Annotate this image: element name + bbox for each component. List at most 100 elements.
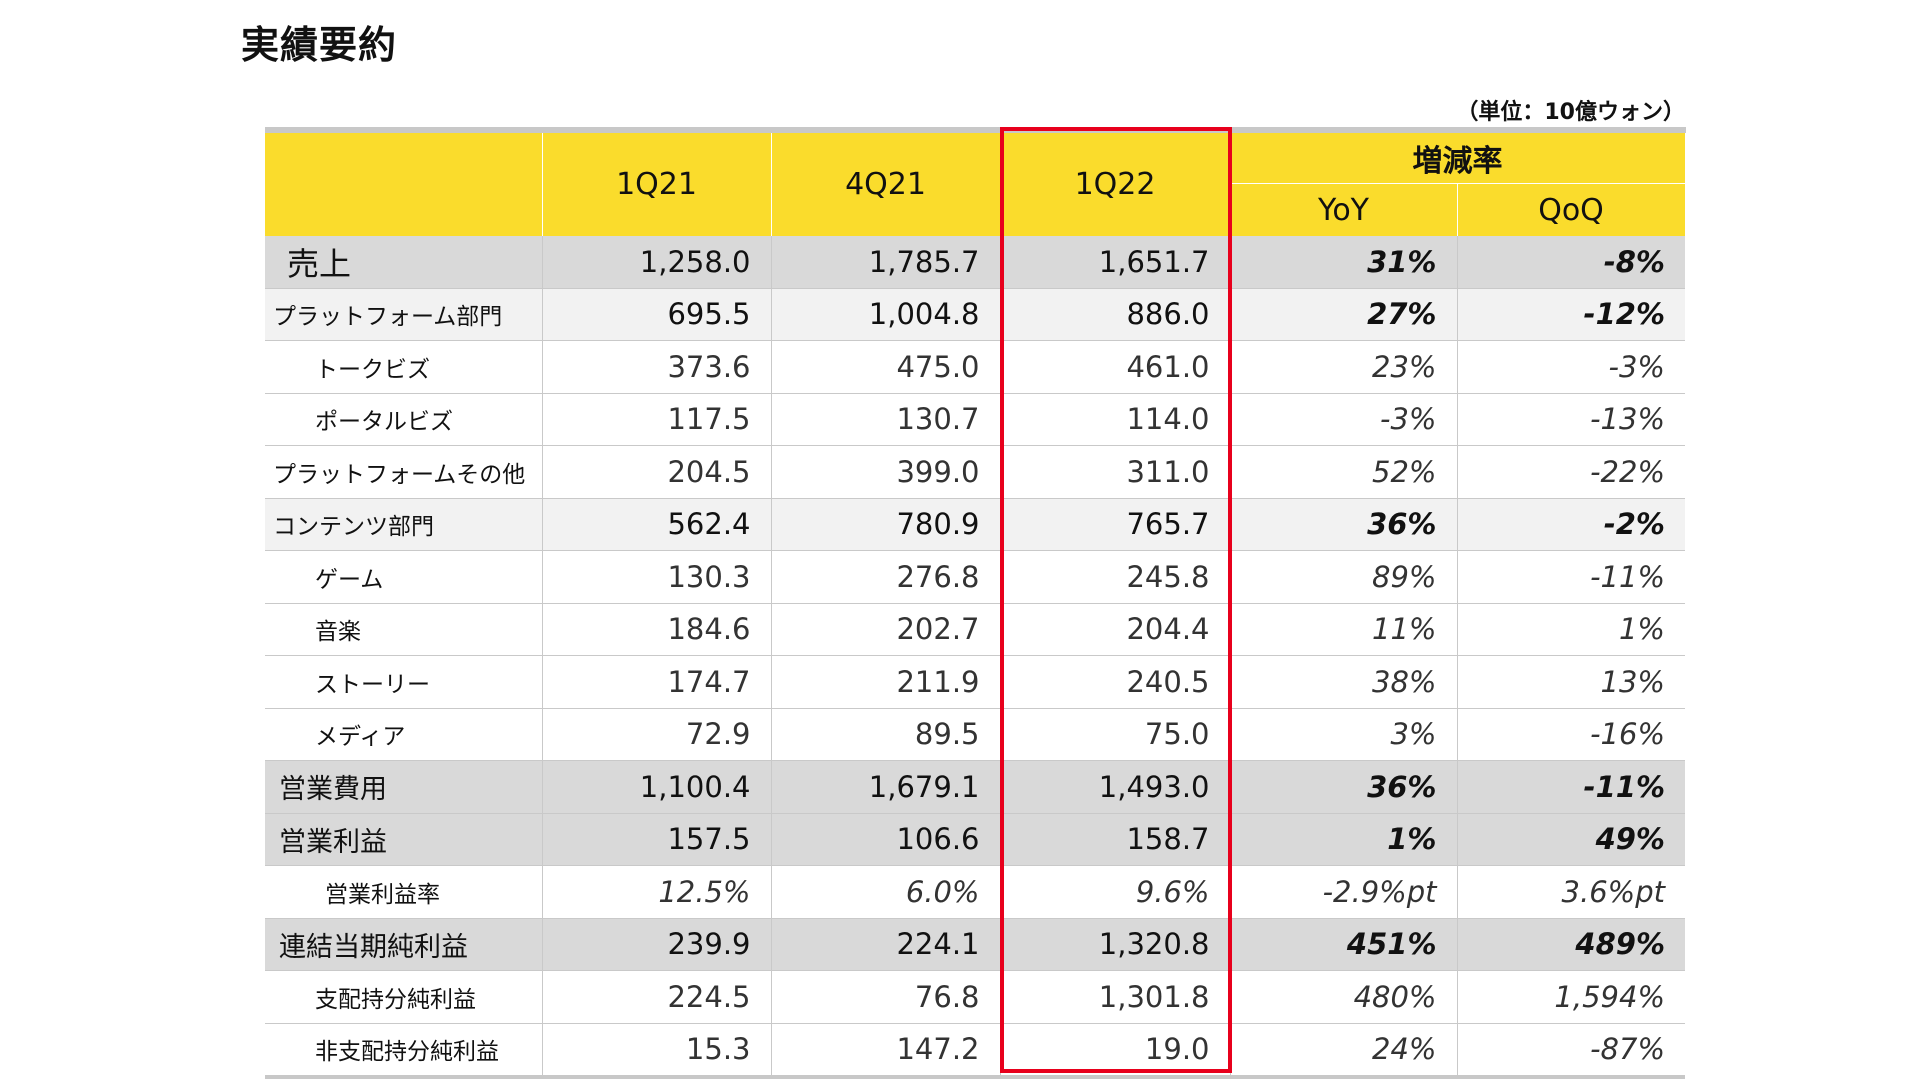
row-label: 営業利益 [265, 813, 543, 866]
row-label: ポータルビズ [265, 393, 543, 446]
cell-qoq: 489% [1457, 918, 1685, 971]
cell-4q21: 130.7 [771, 393, 1001, 446]
table-row-operating-margin: 営業利益率 12.5% 6.0% 9.6% -2.9%pt 3.6%pt [265, 865, 1685, 919]
table-row-non-controlling-interest: 非支配持分純利益 15.3 147.2 19.0 24% -87% [265, 1023, 1685, 1078]
cell-qoq: -12% [1457, 288, 1685, 341]
cell-4q21: 1,679.1 [771, 760, 1001, 814]
table-row-content: コンテンツ部門 562.4 780.9 765.7 36% -2% [265, 498, 1685, 551]
cell-yoy: 23% [1230, 340, 1458, 394]
cell-yoy: 89% [1230, 550, 1458, 604]
cell-yoy: 11% [1230, 603, 1458, 656]
row-label: 営業利益率 [265, 865, 543, 919]
cell-1q22: 19.0 [1000, 1023, 1231, 1078]
cell-4q21: 1,785.7 [771, 236, 1001, 289]
cell-1q22: 158.7 [1000, 813, 1231, 866]
cell-qoq: -22% [1457, 445, 1685, 499]
cell-qoq: -87% [1457, 1023, 1685, 1078]
cell-yoy: 31% [1230, 236, 1458, 289]
cell-4q21: 780.9 [771, 498, 1001, 551]
cell-4q21: 475.0 [771, 340, 1001, 394]
header-qoq: QoQ [1457, 183, 1686, 236]
table-row-music: 音楽 184.6 202.7 204.4 11% 1% [265, 603, 1685, 656]
row-label: 売上 [265, 236, 543, 289]
header-change-group: 増減率 [1230, 130, 1686, 184]
table-row-platform: プラットフォーム部門 695.5 1,004.8 886.0 27% -12% [265, 288, 1685, 341]
cell-qoq: 49% [1457, 813, 1685, 866]
unit-note: （単位：10億ウォン） [1456, 100, 1685, 125]
row-label: 非支配持分純利益 [265, 1023, 543, 1078]
table-row-operating-profit: 営業利益 157.5 106.6 158.7 1% 49% [265, 813, 1685, 866]
cell-yoy: 1% [1230, 813, 1458, 866]
cell-1q22: 1,651.7 [1000, 236, 1231, 289]
cell-yoy: 3% [1230, 708, 1458, 761]
cell-4q21: 399.0 [771, 445, 1001, 499]
cell-1q21: 15.3 [542, 1023, 772, 1078]
cell-4q21: 276.8 [771, 550, 1001, 604]
page-title: 実績要約 [241, 23, 398, 67]
table-row-media: メディア 72.9 89.5 75.0 3% -16% [265, 708, 1685, 761]
table-row-revenue: 売上 1,258.0 1,785.7 1,651.7 31% -8% [265, 236, 1685, 289]
cell-qoq: -11% [1457, 760, 1685, 814]
cell-qoq: 1,594% [1457, 970, 1685, 1024]
row-label: 営業費用 [265, 760, 543, 814]
cell-1q21: 1,258.0 [542, 236, 772, 289]
table-row-controlling-interest: 支配持分純利益 224.5 76.8 1,301.8 480% 1,594% [265, 970, 1685, 1024]
row-label: 支配持分純利益 [265, 970, 543, 1024]
results-table-container: 1Q21 4Q21 1Q22 増減率 YoY QoQ 売上 1,258.0 1,… [265, 127, 1686, 1079]
cell-yoy: 480% [1230, 970, 1458, 1024]
table-row-operating-expenses: 営業費用 1,100.4 1,679.1 1,493.0 36% -11% [265, 760, 1685, 814]
cell-1q22: 240.5 [1000, 655, 1231, 709]
cell-qoq: -11% [1457, 550, 1685, 604]
table-row-game: ゲーム 130.3 276.8 245.8 89% -11% [265, 550, 1685, 604]
cell-1q22: 765.7 [1000, 498, 1231, 551]
table-row-talkbiz: トークビズ 373.6 475.0 461.0 23% -3% [265, 340, 1685, 394]
cell-qoq: -16% [1457, 708, 1685, 761]
cell-qoq: -8% [1457, 236, 1685, 289]
cell-4q21: 202.7 [771, 603, 1001, 656]
row-label: 音楽 [265, 603, 543, 656]
cell-1q21: 72.9 [542, 708, 772, 761]
cell-1q22: 204.4 [1000, 603, 1231, 656]
cell-4q21: 147.2 [771, 1023, 1001, 1078]
header-period-4q21: 4Q21 [771, 130, 1001, 236]
cell-1q21: 1,100.4 [542, 760, 772, 814]
header-yoy: YoY [1230, 183, 1458, 236]
cell-4q21: 6.0% [771, 865, 1001, 919]
cell-1q21: 157.5 [542, 813, 772, 866]
cell-qoq: -3% [1457, 340, 1685, 394]
cell-1q21: 204.5 [542, 445, 772, 499]
cell-1q21: 174.7 [542, 655, 772, 709]
cell-4q21: 89.5 [771, 708, 1001, 761]
cell-qoq: 13% [1457, 655, 1685, 709]
row-label: プラットフォーム部門 [265, 288, 543, 341]
cell-1q21: 130.3 [542, 550, 772, 604]
cell-qoq: 3.6%pt [1457, 865, 1685, 919]
header-period-1q22: 1Q22 [1000, 130, 1231, 236]
cell-4q21: 224.1 [771, 918, 1001, 971]
cell-1q22: 1,301.8 [1000, 970, 1231, 1024]
cell-1q22: 9.6% [1000, 865, 1231, 919]
cell-1q21: 239.9 [542, 918, 772, 971]
cell-4q21: 76.8 [771, 970, 1001, 1024]
row-label: コンテンツ部門 [265, 498, 543, 551]
table-row-platform-other: プラットフォームその他 204.5 399.0 311.0 52% -22% [265, 445, 1685, 499]
cell-1q21: 373.6 [542, 340, 772, 394]
results-table: 1Q21 4Q21 1Q22 増減率 YoY QoQ 売上 1,258.0 1,… [265, 127, 1686, 1079]
cell-qoq: 1% [1457, 603, 1685, 656]
cell-yoy: 36% [1230, 760, 1458, 814]
header-label-cell [265, 130, 543, 236]
cell-yoy: 52% [1230, 445, 1458, 499]
cell-yoy: -3% [1230, 393, 1458, 446]
cell-1q21: 12.5% [542, 865, 772, 919]
cell-4q21: 1,004.8 [771, 288, 1001, 341]
cell-1q22: 461.0 [1000, 340, 1231, 394]
cell-1q21: 695.5 [542, 288, 772, 341]
cell-1q22: 245.8 [1000, 550, 1231, 604]
cell-4q21: 211.9 [771, 655, 1001, 709]
table-row-portalbiz: ポータルビズ 117.5 130.7 114.0 -3% -13% [265, 393, 1685, 446]
cell-yoy: -2.9%pt [1230, 865, 1458, 919]
table-row-net-income: 連結当期純利益 239.9 224.1 1,320.8 451% 489% [265, 918, 1685, 971]
cell-yoy: 36% [1230, 498, 1458, 551]
cell-1q22: 114.0 [1000, 393, 1231, 446]
row-label: プラットフォームその他 [265, 445, 543, 499]
